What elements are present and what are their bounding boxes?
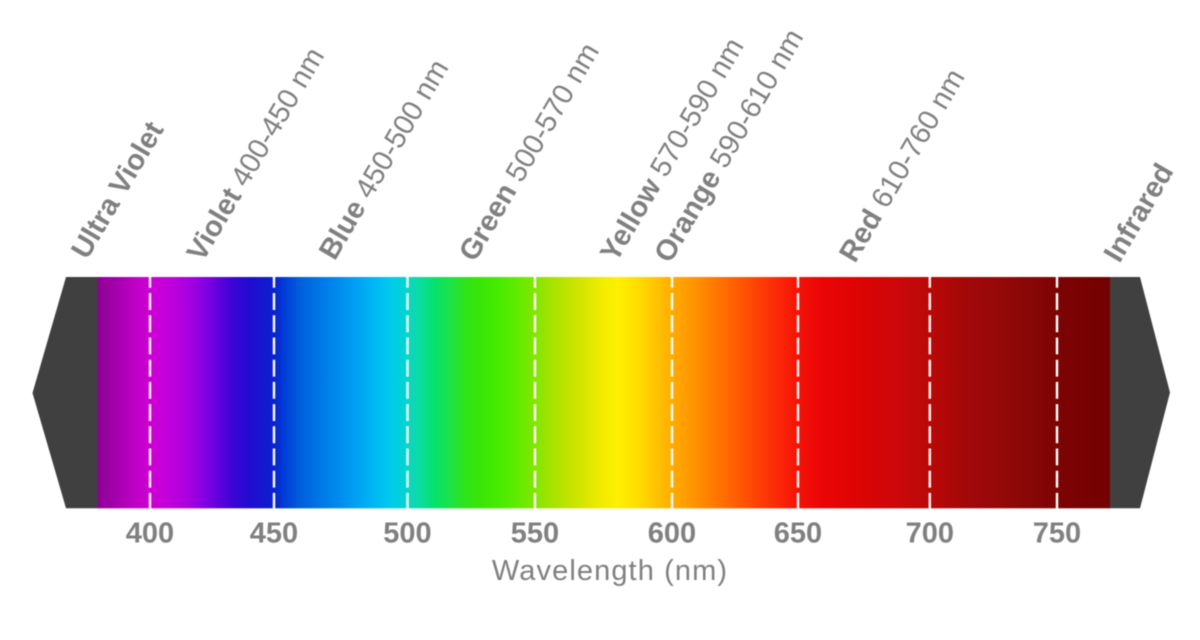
svg-text:700: 700 [906,518,954,550]
svg-text:750: 750 [1033,518,1081,550]
svg-text:Wavelength (nm): Wavelength (nm) [492,555,728,587]
svg-text:450: 450 [250,518,298,550]
svg-text:400: 400 [126,518,174,550]
svg-text:500: 500 [383,518,431,550]
svg-text:Infrared: Infrared [1098,158,1180,267]
svg-text:Blue 450-500 nm: Blue 450-500 nm [313,54,455,265]
svg-text:Green 500-570 nm: Green 500-570 nm [453,38,606,267]
svg-text:550: 550 [511,518,559,550]
svg-text:Violet 400-450 nm: Violet 400-450 nm [181,42,331,266]
svg-text:650: 650 [774,518,822,550]
svg-text:Red 610-760 nm: Red 610-760 nm [833,64,971,268]
svg-text:600: 600 [648,518,696,550]
svg-text:Ultra Violet: Ultra Violet [65,116,170,264]
